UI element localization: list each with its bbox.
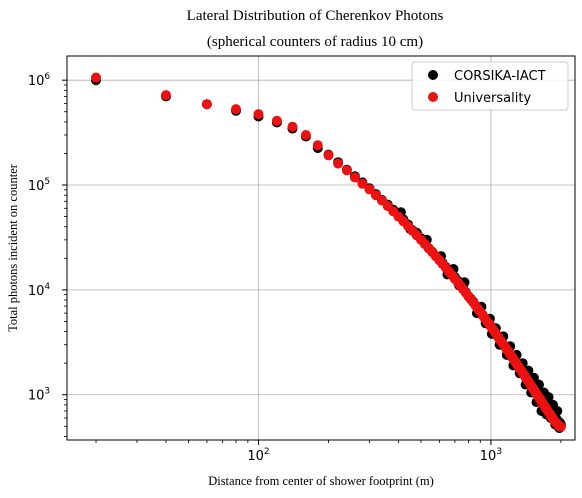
legend-marker-universality: [428, 92, 438, 102]
data-point-universality: [201, 99, 212, 110]
chart-title: Lateral Distribution of Cherenkov Photon…: [187, 8, 444, 24]
legend-label-corsika: CORSIKA-IACT: [454, 69, 546, 84]
data-point-universality: [271, 115, 282, 126]
legend-box: [411, 61, 569, 111]
chart-subtitle: (spherical counters of radius 10 cm): [207, 34, 423, 50]
legend-label-universality: Universality: [454, 91, 531, 106]
y-tick-label: 105: [28, 177, 50, 194]
legend-marker-corsika: [428, 70, 438, 80]
data-point-universality: [312, 140, 323, 151]
series-corsika-iact: [91, 75, 566, 434]
data-point-universality: [300, 130, 311, 140]
data-point-universality: [161, 90, 171, 101]
data-point-universality: [555, 421, 566, 432]
axis-ticks: 102 103 103 104 105 106: [28, 72, 562, 464]
data-series: [91, 72, 566, 434]
grid: [67, 56, 575, 440]
y-tick-label: 104: [28, 282, 51, 299]
data-point-universality: [333, 158, 344, 169]
data-point-universality: [349, 172, 360, 183]
data-point-universality: [341, 165, 352, 176]
x-axis-label: Distance from center of shower footprint…: [208, 474, 434, 488]
data-point-universality: [91, 72, 101, 83]
x-tick-label: 102: [247, 447, 269, 464]
x-tick-label: 103: [480, 447, 502, 464]
data-point-universality: [253, 109, 264, 120]
data-point-universality: [287, 121, 298, 132]
data-point-universality: [231, 104, 241, 115]
y-axis-label: Total photons incident on counter: [6, 163, 20, 332]
y-tick-label: 103: [28, 387, 50, 404]
series-universality: [91, 72, 566, 432]
legend: CORSIKA-IACT Universality: [411, 61, 569, 111]
data-point-universality: [357, 178, 368, 189]
data-point-universality: [364, 184, 375, 195]
plot-area: [66, 55, 576, 441]
data-point-universality: [323, 150, 334, 161]
y-tick-label: 106: [28, 72, 51, 89]
